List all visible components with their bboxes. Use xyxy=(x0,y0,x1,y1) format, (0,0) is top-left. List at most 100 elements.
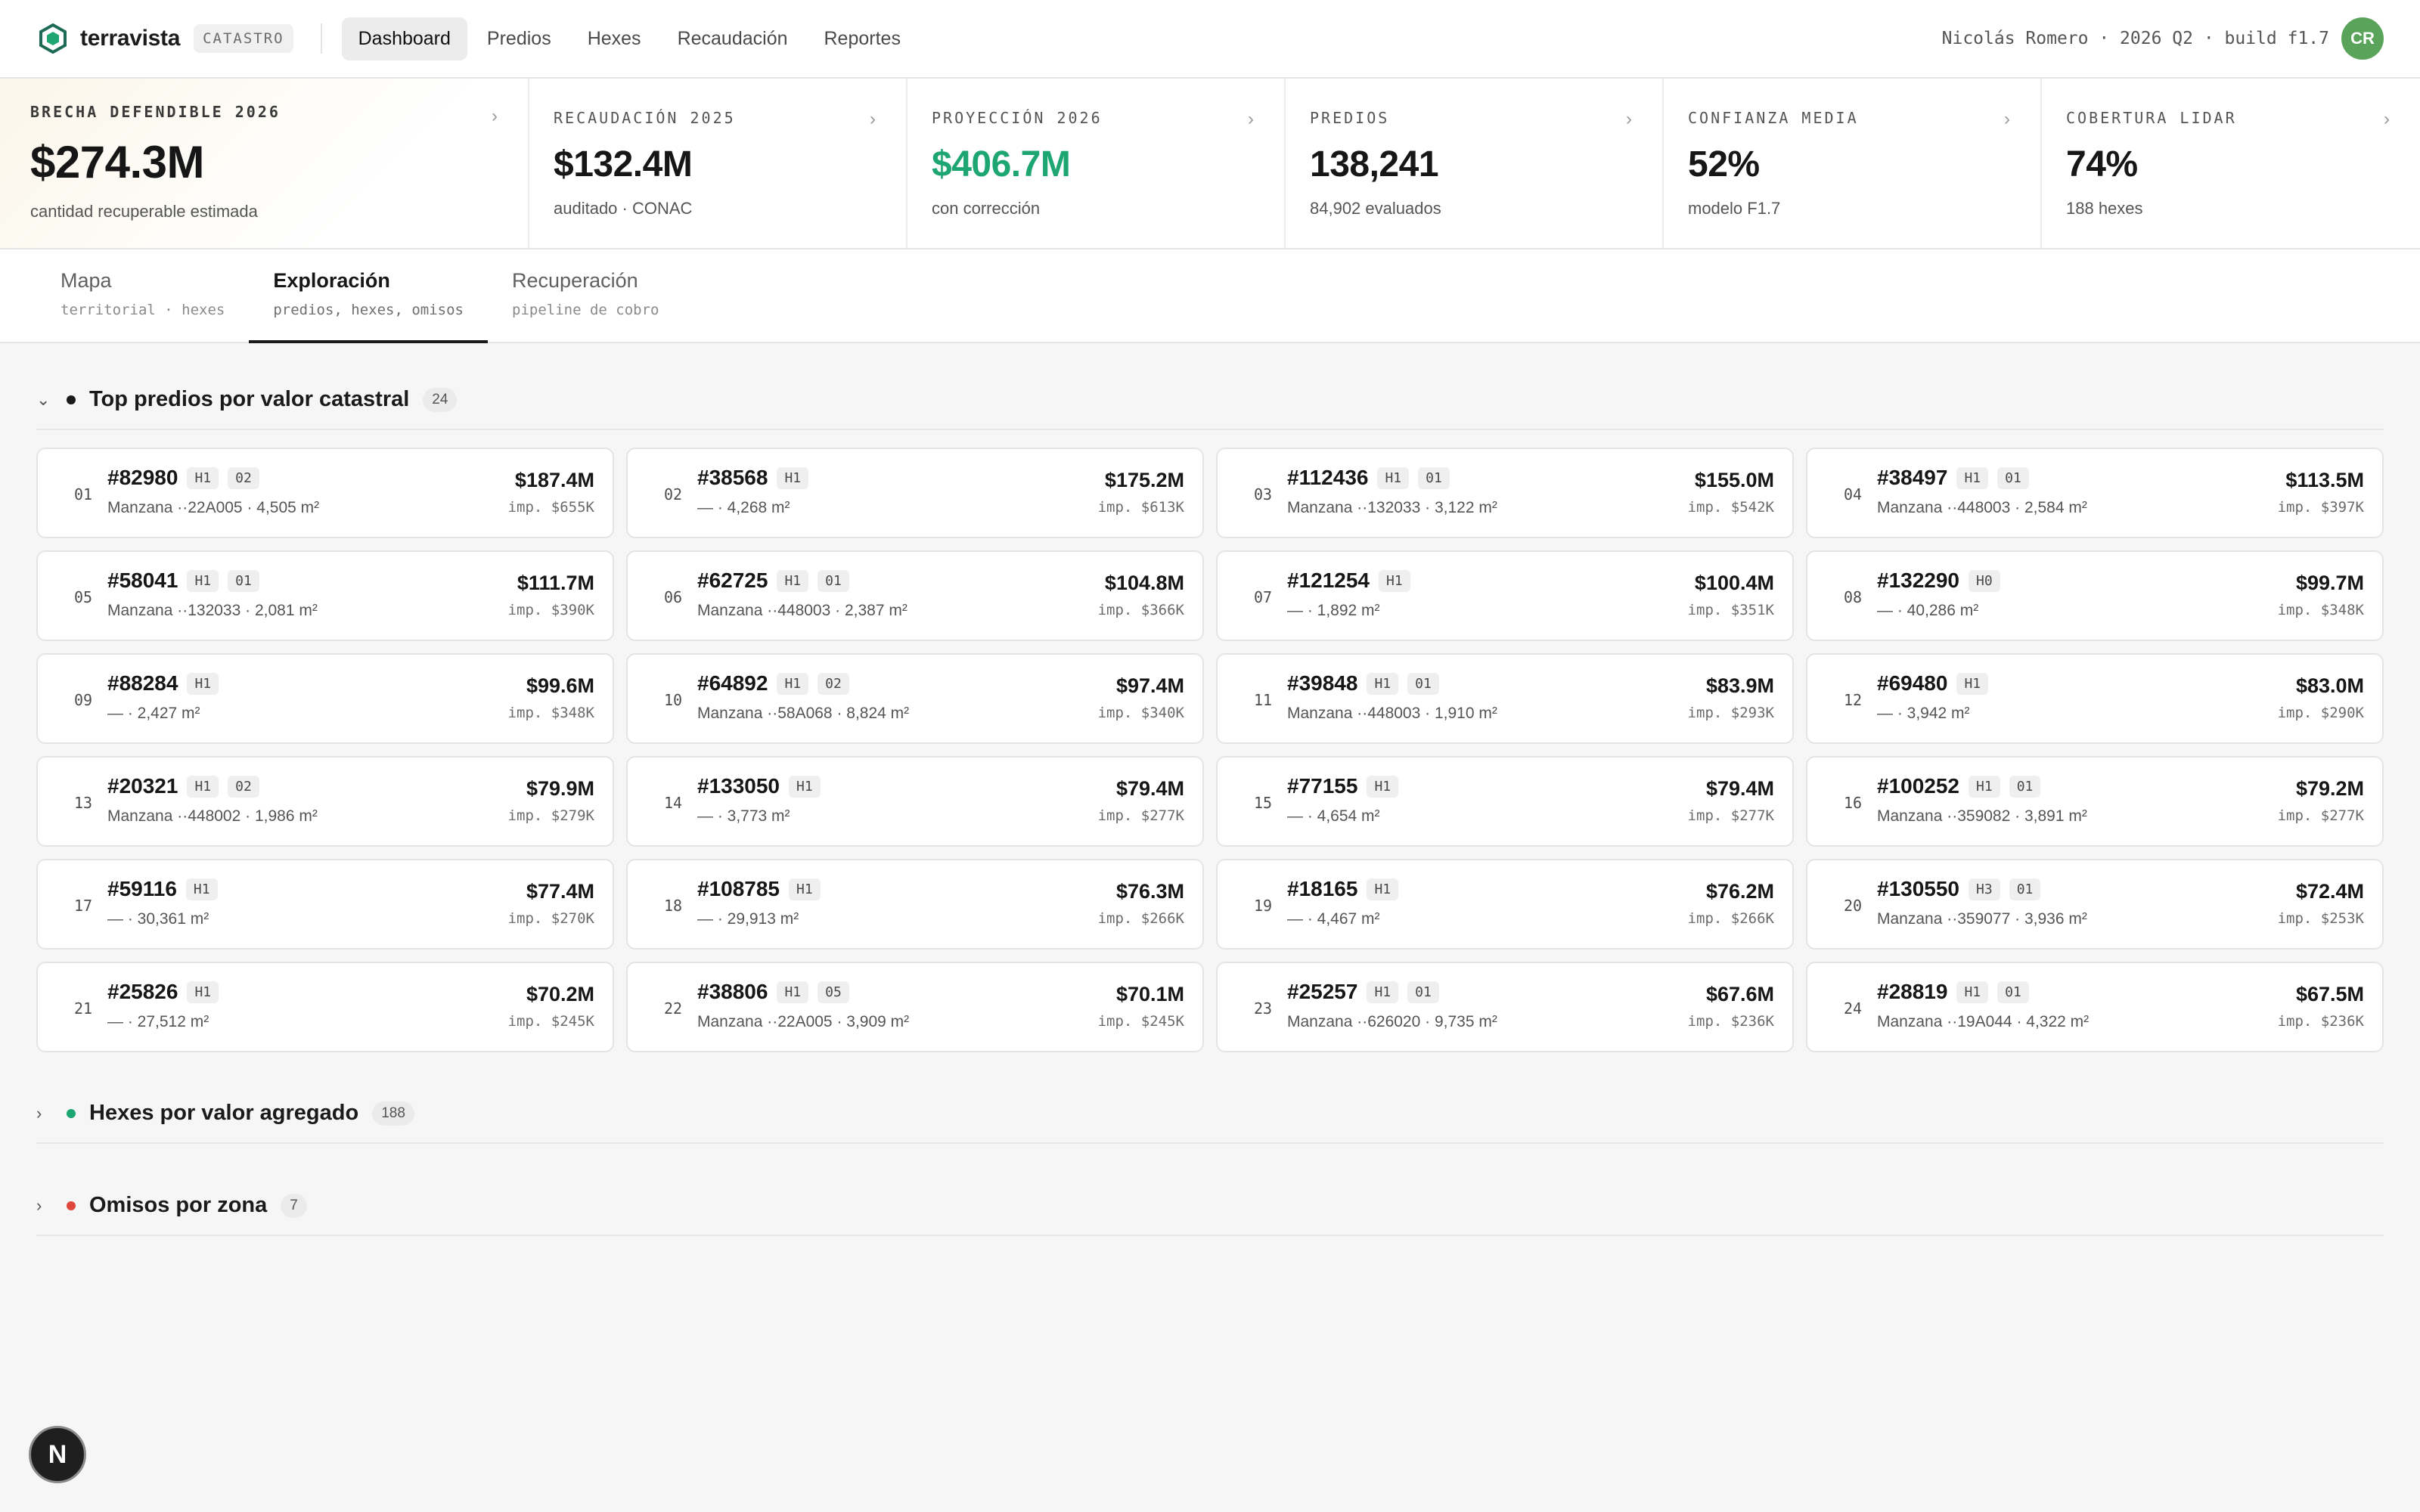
parcel-value: $67.6M xyxy=(1705,983,1774,1005)
parcel-card[interactable]: 11 #39848 H1 01 Manzana ··448003 · 1,910 m² $… xyxy=(1216,653,1794,744)
nav-item-recaudacion[interactable]: Recaudación xyxy=(677,27,788,49)
parcel-id: #77155 xyxy=(1287,774,1358,798)
parcel-card[interactable]: 22 #38806 H1 05 Manzana ··22A005 · 3,909 m² $… xyxy=(626,962,1204,1052)
parcel-rank: 21 xyxy=(74,999,93,1018)
parcel-id-row: #58041 H1 01 xyxy=(107,569,259,593)
parcel-card[interactable]: 19 #18165 H1 — · 4,467 m² $76.2M imp. $266K xyxy=(1216,859,1794,950)
parcel-tax: imp. $366K xyxy=(1097,602,1184,618)
parcel-value: $76.2M xyxy=(1705,880,1774,903)
parcel-tax: imp. $277K xyxy=(2277,807,2364,824)
parcel-card[interactable]: 06 #62725 H1 01 Manzana ··448003 · 2,387 m² $… xyxy=(626,550,1204,641)
parcel-id: #25257 xyxy=(1287,980,1358,1003)
parcel-card[interactable]: 07 #121254 H1 — · 1,892 m² $100.4M imp. $351K xyxy=(1216,550,1794,641)
section-dot xyxy=(67,395,76,404)
parcel-id-row: #25257 H1 01 xyxy=(1287,980,1439,1004)
parcel-tag-chip: H1 xyxy=(1956,672,1989,695)
parcel-rank: 15 xyxy=(1254,794,1273,812)
parcel-rank: 02 xyxy=(664,485,683,503)
kpi-value: 138,241 xyxy=(1310,144,1439,184)
parcel-tag-chip: H1 xyxy=(187,466,219,489)
parcel-id-row: #133050 H1 xyxy=(697,774,821,798)
parcel-rank: 17 xyxy=(74,897,93,915)
kpi-subtext: con corrección xyxy=(932,199,1041,218)
parcel-id: #38806 xyxy=(697,980,768,1003)
parcel-tag-chip: H1 xyxy=(1956,981,1989,1003)
parcel-value: $100.4M xyxy=(1694,572,1774,594)
kpi-label: PROYECCIÓN 2026 xyxy=(932,109,1103,127)
parcel-id: #25826 xyxy=(107,980,178,1003)
top-navbar: terravista CATASTRO Dashboard Predios Hexe… xyxy=(0,0,2420,79)
parcel-tag-chip: 01 xyxy=(2009,878,2041,900)
parcel-tag-chip: 02 xyxy=(228,466,259,489)
tab-exploracion[interactable]: Exploración predios, hexes, omisos xyxy=(249,249,488,343)
kpi-card[interactable]: PREDIOS 138,241 84,902 evaluados › xyxy=(1286,79,1664,248)
section-dot xyxy=(67,1108,76,1118)
parcel-value: $79.9M xyxy=(526,777,594,800)
parcel-location: Manzana ··448003 · 1,910 m² xyxy=(1287,705,1497,722)
parcel-tax: imp. $542K xyxy=(1687,499,1774,516)
parcel-card[interactable]: 14 #133050 H1 — · 3,773 m² $79.4M imp. $277K xyxy=(626,756,1204,847)
parcel-tax: imp. $613K xyxy=(1097,499,1184,516)
parcel-location: Manzana ··132033 · 2,081 m² xyxy=(107,602,318,619)
parcel-card[interactable]: 24 #28819 H1 01 Manzana ··19A044 · 4,322 m² $… xyxy=(1806,962,2384,1052)
kpi-card[interactable]: CONFIANZA MEDIA 52% modelo F1.7 › xyxy=(1664,79,2042,248)
section-hexes[interactable]: › Hexes por valor agregado 188 xyxy=(36,1101,2384,1144)
tab-recuperacion[interactable]: Recuperación pipeline de cobro xyxy=(488,249,683,342)
parcel-tag-chip: 02 xyxy=(818,672,849,695)
parcel-card[interactable]: 02 #38568 H1 — · 4,268 m² $175.2M imp. $613K xyxy=(626,448,1204,538)
section-omisos[interactable]: › Omisos por zona 7 xyxy=(36,1193,2384,1236)
kpi-subtext: 188 hexes xyxy=(2066,199,2143,218)
parcel-card[interactable]: 20 #130550 H3 01 Manzana ··359077 · 3,936 m²… xyxy=(1806,859,2384,950)
parcel-tax: imp. $279K xyxy=(507,807,594,824)
parcel-card[interactable]: 03 #112436 H1 01 Manzana ··132033 · 3,122 m²… xyxy=(1216,448,1794,538)
kpi-card[interactable]: PROYECCIÓN 2026 $406.7M con corrección › xyxy=(908,79,1286,248)
kpi-card[interactable]: COBERTURA LIDAR 74% 188 hexes › xyxy=(2042,79,2420,248)
parcel-location: — · 30,361 m² xyxy=(107,910,209,928)
parcel-card[interactable]: 10 #64892 H1 02 Manzana ··58A068 · 8,824 m² $… xyxy=(626,653,1204,744)
parcel-tag-chip: H1 xyxy=(777,466,809,489)
parcel-card[interactable]: 23 #25257 H1 01 Manzana ··626020 · 9,735 m² $… xyxy=(1216,962,1794,1052)
parcel-card[interactable]: 13 #20321 H1 02 Manzana ··448002 · 1,986 m² $… xyxy=(36,756,614,847)
parcel-id-row: #28819 H1 01 xyxy=(1877,980,2029,1004)
parcel-value: $70.1M xyxy=(1115,983,1184,1005)
nav-item-hexes[interactable]: Hexes xyxy=(587,27,641,49)
parcel-card[interactable]: 12 #69480 H1 — · 3,942 m² $83.0M imp. $290K xyxy=(1806,653,2384,744)
kpi-card[interactable]: RECAUDACIÓN 2025 $132.4M auditado · CONAC › xyxy=(529,79,908,248)
parcel-tag-chip: H1 xyxy=(1367,672,1399,695)
nav-item-reportes[interactable]: Reportes xyxy=(824,27,901,49)
parcel-value: $111.7M xyxy=(517,572,594,594)
parcel-card[interactable]: 05 #58041 H1 01 Manzana ··132033 · 2,081 m² $… xyxy=(36,550,614,641)
kpi-label: CONFIANZA MEDIA xyxy=(1688,109,1859,127)
nav-item-dashboard[interactable]: Dashboard xyxy=(341,17,467,60)
parcel-rank: 10 xyxy=(664,691,683,709)
parcel-id-row: #59116 H1 xyxy=(107,877,218,901)
parcel-tag-chip: 01 xyxy=(2009,775,2041,798)
parcel-value: $83.9M xyxy=(1705,674,1774,697)
parcel-card[interactable]: 01 #82980 H1 02 Manzana ··22A005 · 4,505 m² $… xyxy=(36,448,614,538)
parcel-card[interactable]: 16 #100252 H1 01 Manzana ··359082 · 3,891 m²… xyxy=(1806,756,2384,847)
kpi-subtext: 84,902 evaluados xyxy=(1310,199,1441,218)
parcel-card[interactable]: 08 #132290 H0 — · 40,286 m² $99.7M imp. $348K xyxy=(1806,550,2384,641)
brand[interactable]: terravista CATASTRO xyxy=(38,23,293,54)
kpi-card[interactable]: BRECHA DEFENDIBLE 2026 $274.3M cantidad re… xyxy=(0,79,529,248)
parcel-card[interactable]: 17 #59116 H1 — · 30,361 m² $77.4M imp. $270K xyxy=(36,859,614,950)
section-top-predios[interactable]: ⌄ Top predios por valor catastral 24 xyxy=(36,387,2384,430)
parcel-card[interactable]: 15 #77155 H1 — · 4,654 m² $79.4M imp. $277K xyxy=(1216,756,1794,847)
tab-subtitle: territorial · hexes xyxy=(60,302,225,318)
parcel-card[interactable]: 18 #108785 H1 — · 29,913 m² $76.3M imp. $266K xyxy=(626,859,1204,950)
parcel-card[interactable]: 09 #88284 H1 — · 2,427 m² $99.6M imp. $348K xyxy=(36,653,614,744)
kpi-label: PREDIOS xyxy=(1310,109,1390,127)
parcel-rank: 20 xyxy=(1844,897,1863,915)
parcel-card[interactable]: 04 #38497 H1 01 Manzana ··448003 · 2,584 m² $… xyxy=(1806,448,2384,538)
tab-title: Mapa xyxy=(60,269,112,292)
dev-tools-button[interactable]: N xyxy=(29,1426,86,1483)
app-tag: CATASTRO xyxy=(194,24,293,53)
parcel-tax: imp. $270K xyxy=(507,910,594,927)
parcel-card[interactable]: 21 #25826 H1 — · 27,512 m² $70.2M imp. $245K xyxy=(36,962,614,1052)
app-name: terravista xyxy=(80,26,181,51)
nav-item-predios[interactable]: Predios xyxy=(486,27,551,49)
avatar[interactable]: CR xyxy=(2341,17,2384,60)
tab-mapa[interactable]: Mapa territorial · hexes xyxy=(36,249,249,342)
parcel-location: Manzana ··22A005 · 3,909 m² xyxy=(697,1013,910,1030)
chevron-right-icon: › xyxy=(492,106,498,126)
